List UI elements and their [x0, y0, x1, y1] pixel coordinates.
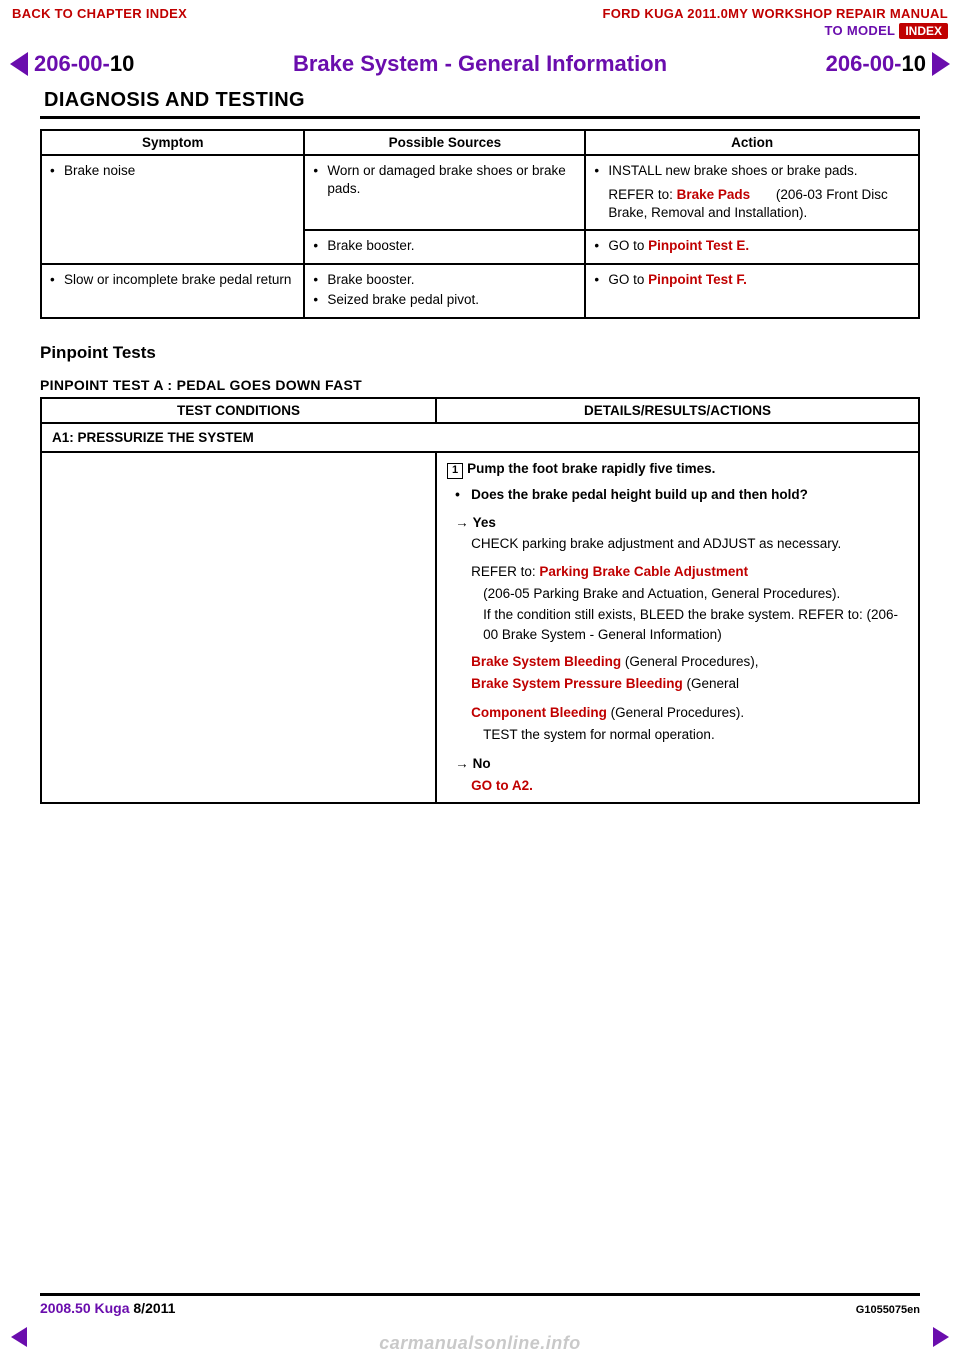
next-page-button[interactable]	[926, 49, 956, 79]
bleed-line: Brake System Bleeding (General Procedure…	[447, 652, 908, 672]
chevron-right-icon	[933, 1327, 949, 1347]
pinpoint-section: Pinpoint Tests PINPOINT TEST A : PEDAL G…	[40, 343, 920, 803]
topbar: BACK TO CHAPTER INDEX FORD KUGA 2011.0MY…	[0, 0, 960, 39]
step-1: 1Pump the foot brake rapidly five times.	[447, 459, 908, 479]
index-badge[interactable]: INDEX	[899, 23, 948, 39]
footer-model: 2008.50 Kuga	[40, 1300, 130, 1316]
source-text: Seized brake pedal pivot.	[313, 291, 576, 309]
table-row: 1Pump the foot brake rapidly five times.…	[41, 452, 919, 802]
col-sources: Possible Sources	[304, 130, 585, 155]
next-page-button-footer[interactable]	[926, 1322, 956, 1352]
chevron-left-icon	[10, 52, 28, 76]
footer-date: 8/2011	[133, 1300, 175, 1316]
symptom-text: Brake noise	[50, 162, 295, 180]
section-code-left: 206-00-10	[34, 51, 134, 77]
refer-detail: If the condition still exists, BLEED the…	[447, 605, 908, 644]
col-test-conditions: TEST CONDITIONS	[41, 398, 436, 423]
source-text: Brake booster.	[313, 237, 576, 255]
arrow-right-icon: →	[455, 513, 469, 533]
col-action: Action	[585, 130, 919, 155]
no-branch: →No	[447, 754, 908, 774]
subrow-a1: A1: PRESSURIZE THE SYSTEM	[41, 423, 919, 452]
table-row: Brake noise Worn or damaged brake shoes …	[41, 155, 919, 230]
component-bleeding-link[interactable]: Component Bleeding	[471, 705, 607, 720]
manual-title: FORD KUGA 2011.0MY WORKSHOP REPAIR MANUA…	[602, 6, 948, 21]
yes-branch: →Yes	[447, 513, 908, 533]
brake-bleeding-link[interactable]: Brake System Bleeding	[471, 654, 621, 669]
footer-code: G1055075en	[856, 1304, 920, 1316]
question-text: Does the brake pedal height build up and…	[447, 485, 908, 505]
source-text: Brake booster.	[313, 271, 576, 289]
page-header: 206-00-10 Brake System - General Informa…	[0, 39, 960, 83]
table-row: A1: PRESSURIZE THE SYSTEM	[41, 423, 919, 452]
content: DIAGNOSIS AND TESTING Symptom Possible S…	[0, 87, 960, 804]
action-text: INSTALL new brake shoes or brake pads.	[594, 162, 910, 180]
yes-body: CHECK parking brake adjustment and ADJUS…	[447, 534, 908, 554]
table-row: Slow or incomplete brake pedal return Br…	[41, 264, 919, 318]
action-text: GO to Pinpoint Test E.	[594, 237, 910, 255]
refer-detail: (206-05 Parking Brake and Actuation, Gen…	[447, 584, 908, 604]
refer-to: REFER to: Parking Brake Cable Adjustment	[447, 562, 908, 582]
pinpoint-e-link[interactable]: Pinpoint Test E.	[648, 238, 749, 253]
action-refer: REFER to: Brake Pads (206-03 Front Disc …	[594, 186, 910, 222]
col-symptom: Symptom	[41, 130, 304, 155]
section-title: Brake System - General Information	[134, 51, 825, 77]
pinpoint-test-a-title: PINPOINT TEST A : PEDAL GOES DOWN FAST	[40, 377, 920, 393]
step-number-box: 1	[447, 463, 463, 479]
section-code-right: 206-00-10	[826, 51, 926, 77]
back-to-chapter-link[interactable]: BACK TO CHAPTER INDEX	[12, 6, 187, 21]
bleed-line: Component Bleeding (General Procedures).	[447, 703, 908, 723]
action-text: GO to Pinpoint Test F.	[594, 271, 910, 289]
pinpoint-table: TEST CONDITIONS DETAILS/RESULTS/ACTIONS …	[40, 397, 920, 803]
watermark: carmanualsonline.info	[379, 1333, 581, 1354]
parking-brake-link[interactable]: Parking Brake Cable Adjustment	[539, 564, 748, 579]
diagnosis-heading: DIAGNOSIS AND TESTING	[40, 87, 920, 116]
prev-page-button[interactable]	[4, 49, 34, 79]
symptom-table: Symptom Possible Sources Action Brake no…	[40, 129, 920, 319]
test-system-line: TEST the system for normal operation.	[447, 725, 908, 745]
arrow-right-icon: →	[455, 754, 469, 774]
chevron-right-icon	[932, 52, 950, 76]
symptom-text: Slow or incomplete brake pedal return	[50, 271, 295, 289]
source-text: Worn or damaged brake shoes or brake pad…	[313, 162, 576, 198]
col-details: DETAILS/RESULTS/ACTIONS	[436, 398, 919, 423]
to-model-link[interactable]: TO MODEL	[825, 23, 896, 38]
prev-page-button-footer[interactable]	[4, 1322, 34, 1352]
page-footer: 2008.50 Kuga 8/2011 G1055075en	[40, 1293, 920, 1316]
bleed-line: Brake System Pressure Bleeding (General	[447, 674, 908, 694]
chevron-left-icon	[11, 1327, 27, 1347]
brake-pads-link[interactable]: Brake Pads	[677, 187, 751, 202]
pressure-bleeding-link[interactable]: Brake System Pressure Bleeding	[471, 676, 683, 691]
pinpoint-f-link[interactable]: Pinpoint Test F.	[648, 272, 747, 287]
pinpoint-title: Pinpoint Tests	[40, 343, 920, 363]
goto-a2-link[interactable]: GO to A2.	[447, 776, 908, 796]
